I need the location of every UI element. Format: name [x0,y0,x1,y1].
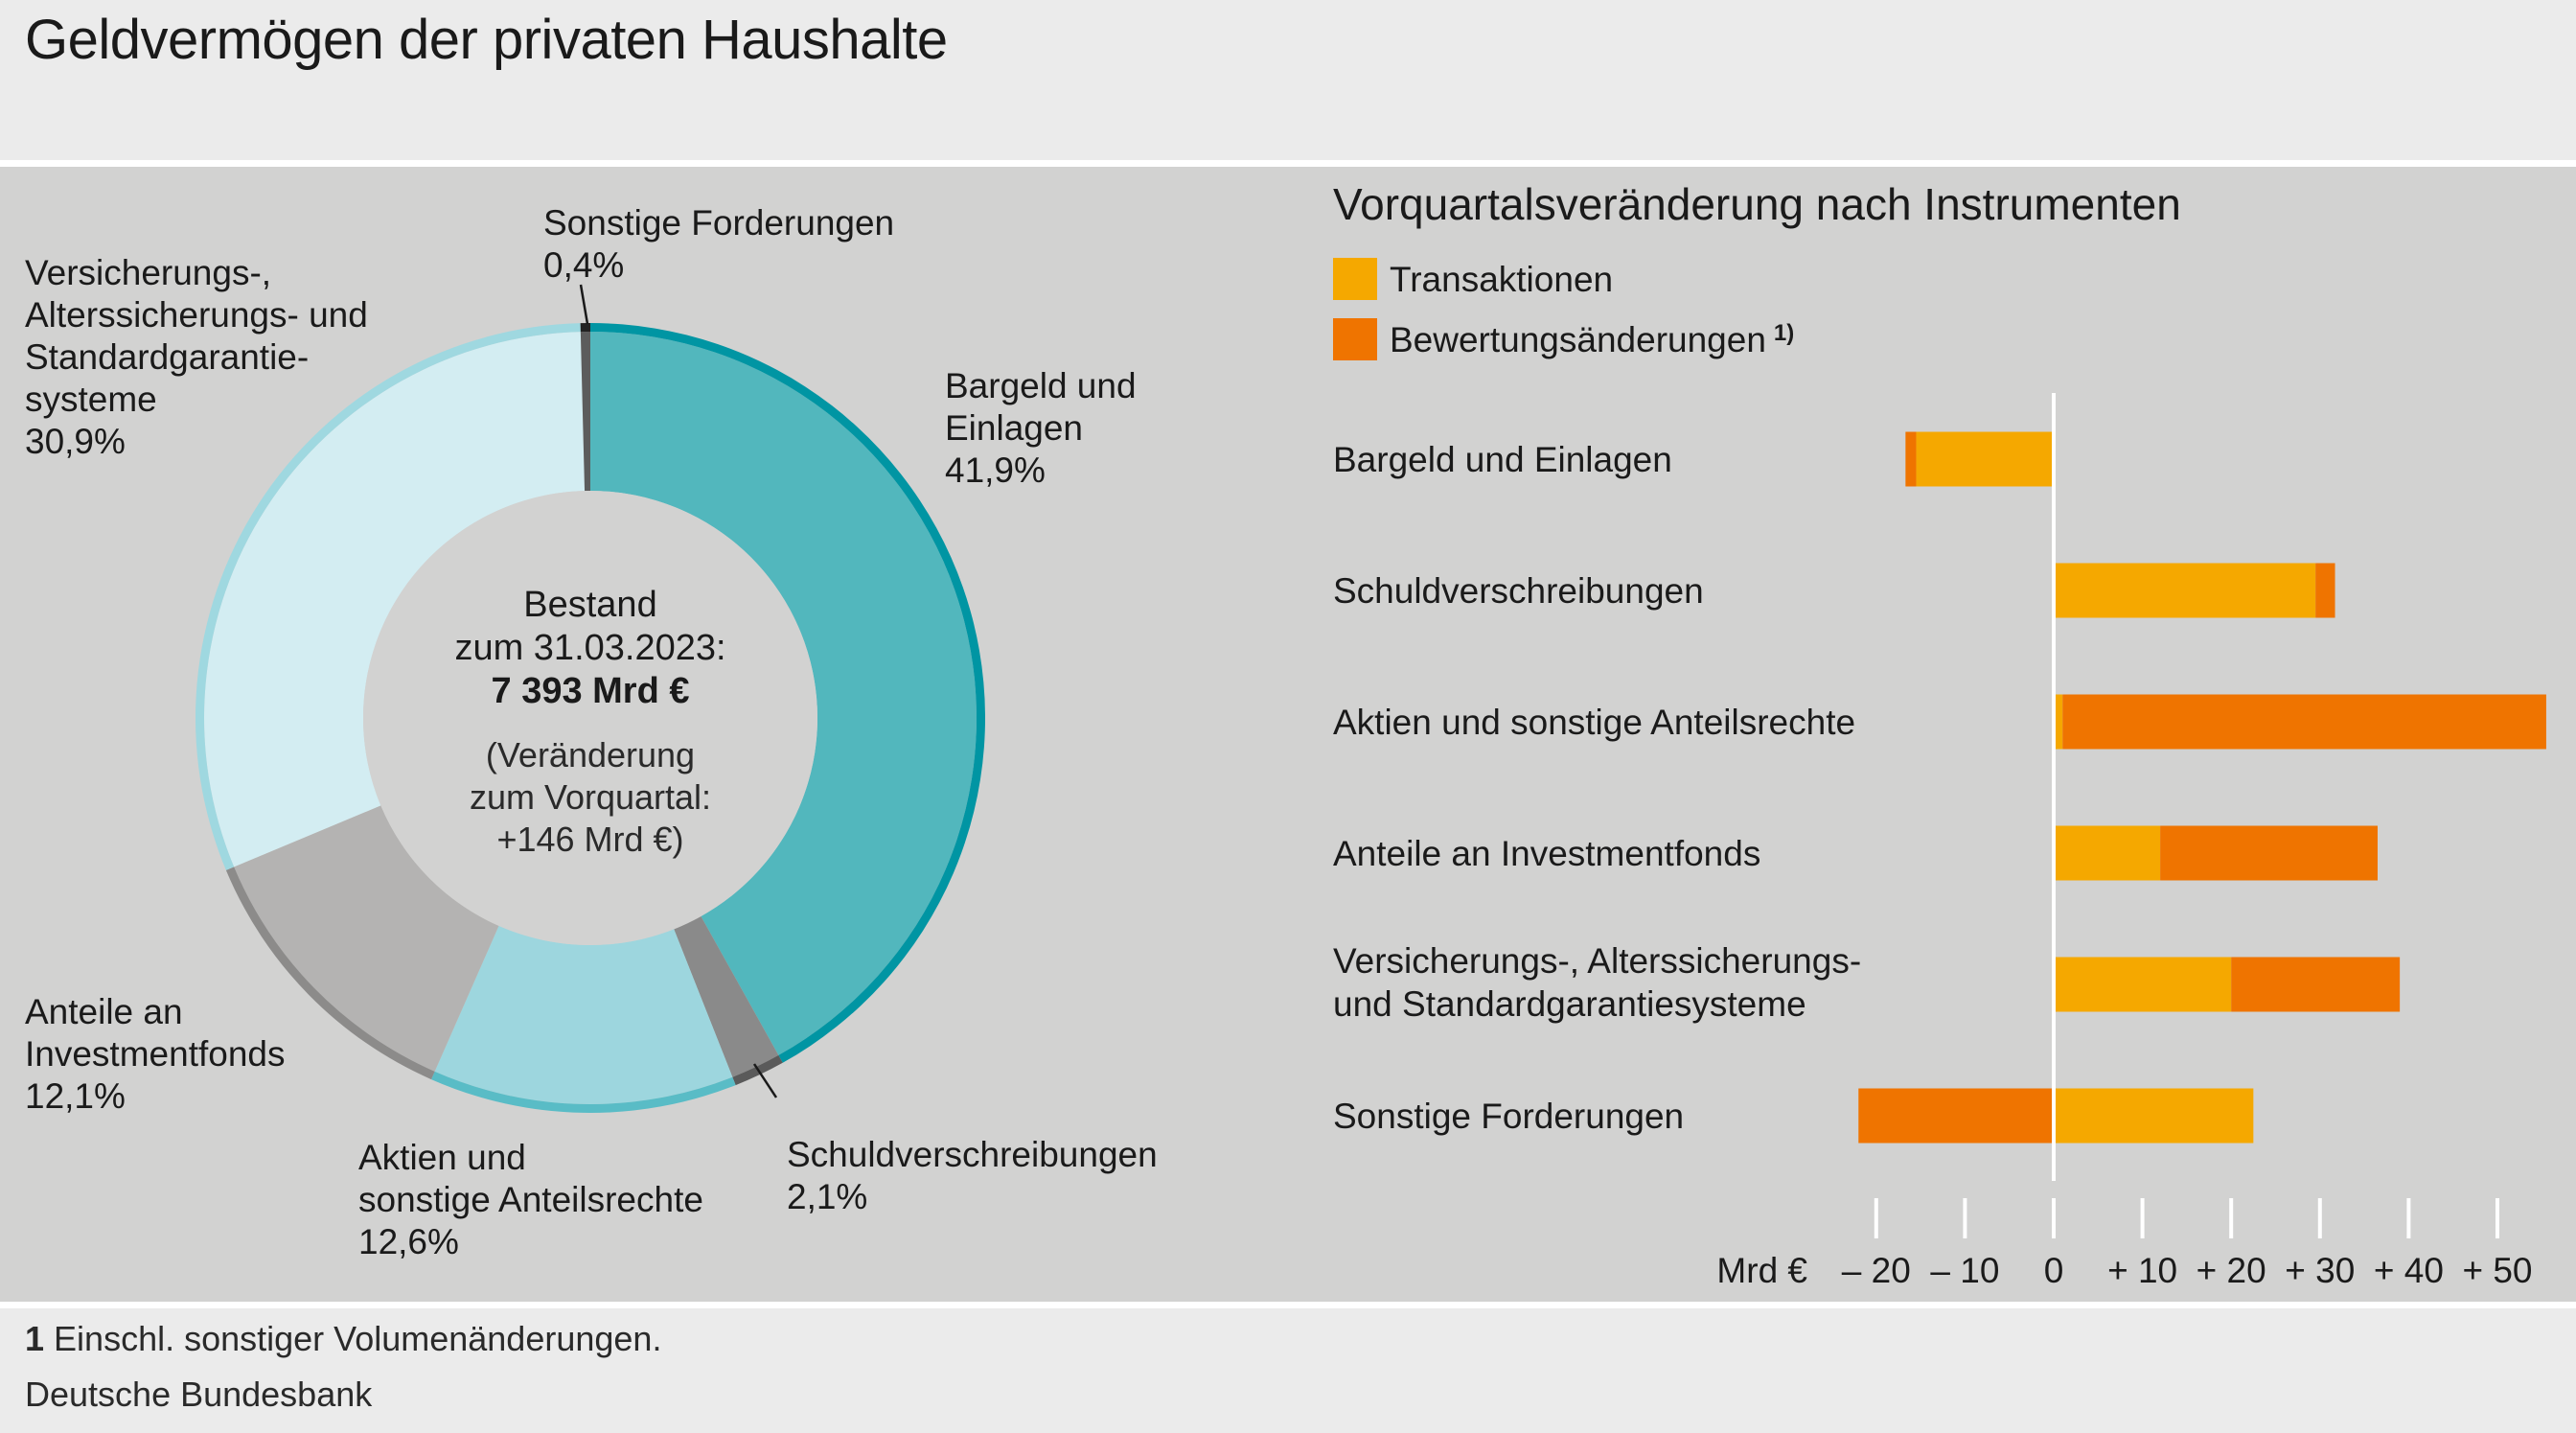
page-title: Geldvermögen der privaten Haushalte [25,9,948,71]
bar-bewertungsaenderungen-0 [1905,431,1917,487]
x-tick-label-7: + 50 [2462,1251,2532,1290]
donut-label-0-1: Einlagen [945,408,1083,448]
donut-segment-3 [234,805,499,1072]
x-tick-label-3: + 10 [2107,1251,2177,1290]
center-line-1: Bestand [523,585,656,625]
bar-bewertungsaenderungen-2 [2062,694,2546,750]
bar-bewertungsaenderungen-3 [2160,825,2378,881]
donut-value-label-4: 30,9% [25,422,126,461]
footnote-number: 1 [25,1319,45,1358]
legend-swatch-1 [1333,318,1377,360]
source-note: Deutsche Bundesbank [25,1375,373,1414]
category-label-3: Anteile an Investmentfonds [1333,834,1760,873]
x-tick-label-1: – 10 [1930,1251,1999,1290]
legend-label-0: Transaktionen [1390,260,1613,299]
bar-transaktionen-1 [2054,563,2316,618]
legend-label-1: Bewertungsänderungen 1) [1390,320,1794,359]
category-label-4-0: Versicherungs-, Alterssicherungs- [1333,941,1861,981]
donut-label-1-0: Schuldverschreibungen [787,1135,1158,1174]
x-axis: – 20 – 10 0 + 10 + 20 + 30 + 40 + 50 Mrd € [1716,393,2533,1290]
bar-bewertungsaenderungen-5 [1858,1088,2054,1144]
legend: Transaktionen Bewertungsänderungen 1) [1333,258,1794,360]
donut-value-label-5: 0,4% [543,245,624,285]
divider-bottom [0,1302,2576,1308]
footnote: 1 Einschl. sonstiger Volumenänderungen. [25,1319,661,1359]
donut-label-0-0: Bargeld und [945,366,1137,405]
donut-label-2-1: sonstige Anteilsrechte [358,1180,703,1219]
donut-label-4-1: Alterssicherungs- und [25,295,368,335]
donut-segment-2 [434,925,733,1104]
bar-transaktionen-4 [2054,957,2232,1012]
donut-label-3-0: Anteile an [25,992,183,1031]
donut-segment-5 [580,332,590,492]
center-line-5: zum Vorquartal: [470,777,711,817]
bar-bewertungsaenderungen-4 [2231,957,2401,1012]
donut-rim-4 [196,323,581,870]
category-label-1: Schuldverschreibungen [1333,571,1704,611]
donut-label-4-3: systeme [25,380,157,419]
center-line-3: 7 393 Mrd € [492,671,690,711]
x-tick-label-0: – 20 [1842,1251,1911,1290]
donut-rim-5 [580,323,590,333]
donut-label-4-0: Versicherungs-, [25,253,271,292]
bar-chart-title: Vorquartalsveränderung nach Instrumenten [1333,179,2181,229]
donut-label-4-2: Standardgarantie- [25,337,309,377]
donut-label-3-1: Investmentfonds [25,1034,285,1074]
center-line-2: zum 31.03.2023: [454,628,725,668]
category-label-0: Bargeld und Einlagen [1333,440,1672,479]
legend-swatch-0 [1333,258,1377,300]
x-tick-label-4: + 20 [2196,1251,2266,1290]
donut-chart [196,284,986,1113]
x-tick-label-6: + 40 [2374,1251,2444,1290]
donut-value-label-2: 12,6% [358,1222,459,1261]
category-label-5: Sonstige Forderungen [1333,1097,1684,1136]
category-label-4-1: und Standardgarantiesysteme [1333,984,1806,1024]
donut-value-label-1: 2,1% [787,1177,867,1216]
bar-chart: Vorquartalsveränderung nach Instrumenten… [1333,179,2546,1290]
donut-value-label-3: 12,1% [25,1076,126,1116]
divider-top [0,160,2576,167]
leader-line-sonstige [579,284,589,325]
x-tick-label-5: + 30 [2285,1251,2355,1290]
bar-transaktionen-2 [2054,694,2063,750]
donut-rim-2 [431,1071,736,1113]
bar-bewertungsaenderungen-1 [2315,563,2335,618]
bar-transaktionen-3 [2054,825,2161,881]
category-label-2: Aktien und sonstige Anteilsrechte [1333,703,1855,742]
bar-transaktionen-0 [1916,431,2054,487]
footnote-text: Einschl. sonstiger Volumenänderungen. [44,1319,662,1358]
x-tick-label-2: 0 [2044,1251,2064,1290]
donut-segment-1 [674,915,779,1077]
legend-footnote-marker: 1) [1774,320,1794,346]
center-line-6: +146 Mrd €) [496,820,683,859]
bar-rows: Bargeld und Einlagen Schuldverschreibunge… [1333,431,2546,1144]
x-axis-unit: Mrd € [1716,1251,1807,1290]
donut-label-5-0: Sonstige Forderungen [543,203,894,243]
donut-segment-4 [204,332,586,867]
donut-center-text: Bestand zum 31.03.2023: 7 393 Mrd € (Ver… [454,585,725,859]
donut-hole [363,491,817,945]
center-line-4: (Veränderung [486,735,695,774]
donut-value-label-0: 41,9% [945,451,1046,490]
bar-transaktionen-5 [2054,1088,2254,1144]
donut-segment-0 [590,332,977,1055]
donut-label-2-0: Aktien und [358,1138,526,1177]
leader-line-schuldverschreibungen [752,1063,778,1098]
